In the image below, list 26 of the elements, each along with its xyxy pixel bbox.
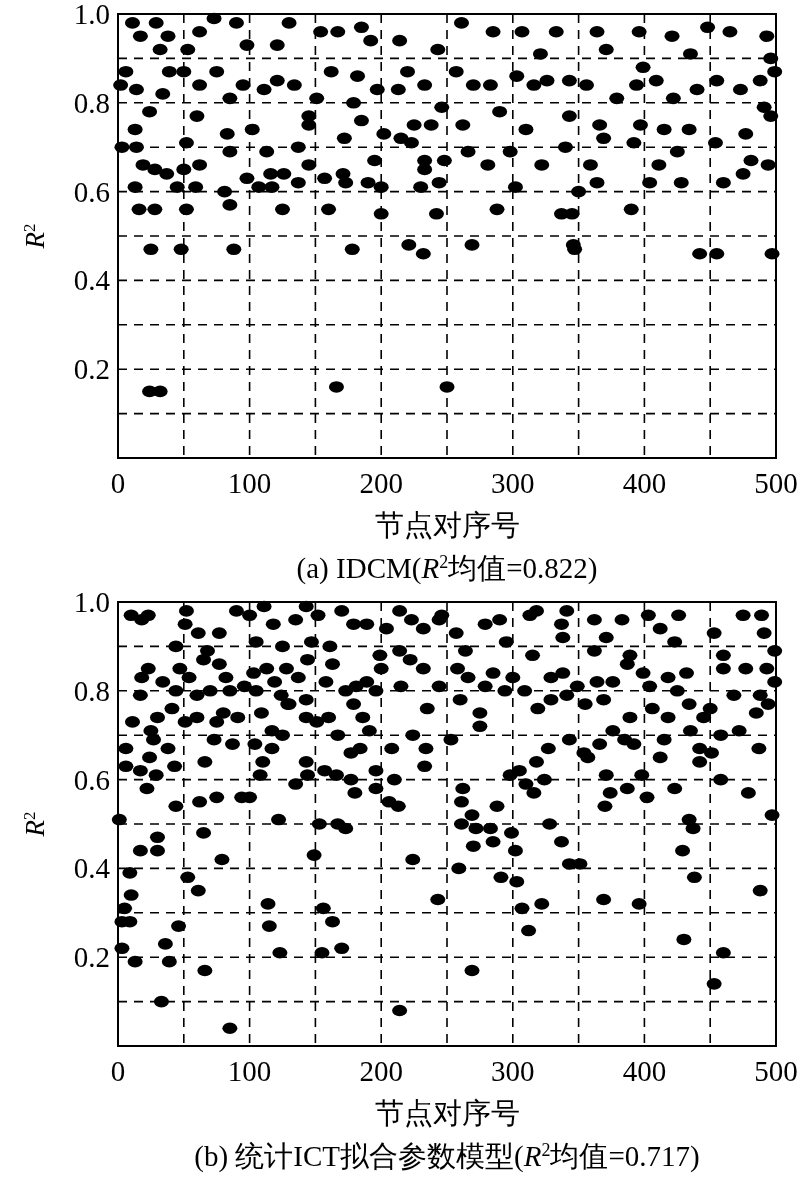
xtick: 0 [110,467,126,499]
xtick: 300 [491,467,535,499]
xtick: 100 [227,1055,272,1087]
ytick: 1.0 [73,0,110,30]
xtick: 500 [754,1055,798,1087]
title: (a) IDCM(R$^{2}$均值=0.822) [296,552,598,584]
xtick: 400 [622,467,667,499]
ytick: 0.4 [73,852,110,885]
ytick: 1.0 [73,586,110,618]
xtick: 500 [754,467,798,499]
xtick: 300 [491,1055,535,1087]
ytick: 0.6 [73,175,110,208]
title: (b) 统计ICT拟合参数模型(R$^{2}$均值=0.717) [194,1140,700,1172]
xtick: 200 [359,467,403,499]
ytick: 0.6 [73,763,110,796]
xlabel: 节点对序号 [374,1097,520,1129]
ytick: 0.2 [73,941,110,974]
xtick: 400 [622,1055,667,1087]
ytick: 0.2 [73,353,110,386]
xlabel: 节点对序号 [374,509,520,541]
ytick: 0.8 [73,86,110,119]
ytick: 0.4 [73,264,110,297]
ytick: 0.8 [73,674,110,707]
xtick: 200 [359,1055,403,1087]
xtick: 0 [110,1055,126,1087]
xtick: 100 [227,467,272,499]
